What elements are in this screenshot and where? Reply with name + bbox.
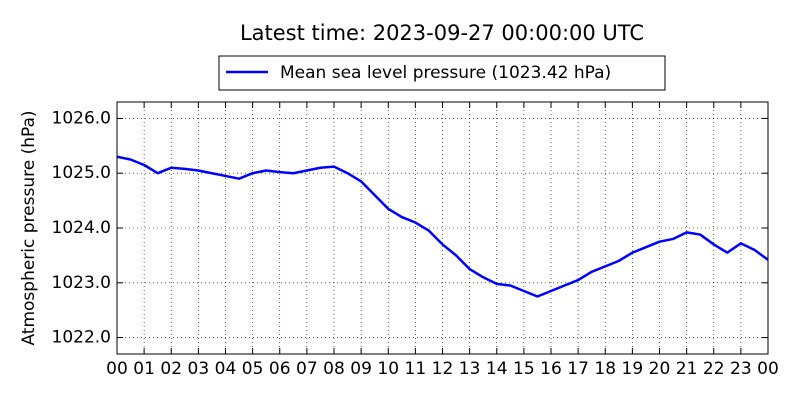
plot-frame: [116, 101, 769, 355]
x-tick-label: 00: [757, 359, 779, 379]
data-line: [116, 155, 769, 298]
x-tick-label: 08: [323, 359, 345, 379]
x-tick-label: 23: [730, 359, 752, 379]
x-tick-label: 00: [106, 359, 128, 379]
x-tick-label: 04: [215, 359, 237, 379]
y-tick-label: 1025.0: [52, 163, 111, 183]
x-tick-label: 05: [242, 359, 264, 379]
x-tick-label: 15: [513, 359, 535, 379]
x-tick-label: 01: [133, 359, 155, 379]
x-tick-label: 19: [622, 359, 644, 379]
x-tick-label: 07: [296, 359, 318, 379]
y-tick-label: 1024.0: [52, 218, 111, 238]
x-tick-label: 09: [350, 359, 372, 379]
y-tick-label: 1026.0: [52, 108, 111, 128]
x-tick-label: 22: [703, 359, 725, 379]
x-tick-label: 10: [377, 359, 399, 379]
x-tick-label: 21: [676, 359, 698, 379]
x-tick-label: 20: [649, 359, 671, 379]
x-tick-label: 12: [432, 359, 454, 379]
y-tick-label: 1022.0: [52, 328, 111, 348]
x-tick-label: 14: [486, 359, 508, 379]
y-axis-label: Atmospheric pressure (hPa): [19, 110, 39, 345]
x-tick-label: 03: [188, 359, 210, 379]
x-tick-label: 16: [540, 359, 562, 379]
legend-label: Mean sea level pressure (1023.42 hPa): [280, 63, 611, 83]
x-tick-label: 13: [459, 359, 481, 379]
x-tick-label: 18: [594, 359, 616, 379]
legend: [218, 55, 666, 91]
y-tick-label: 1023.0: [52, 273, 111, 293]
x-tick-label: 17: [567, 359, 589, 379]
chart-title: Latest time: 2023-09-27 00:00:00 UTC: [240, 21, 644, 45]
x-tick-label: 06: [269, 359, 291, 379]
x-tick-label: 11: [405, 359, 427, 379]
x-tick-label: 02: [160, 359, 182, 379]
